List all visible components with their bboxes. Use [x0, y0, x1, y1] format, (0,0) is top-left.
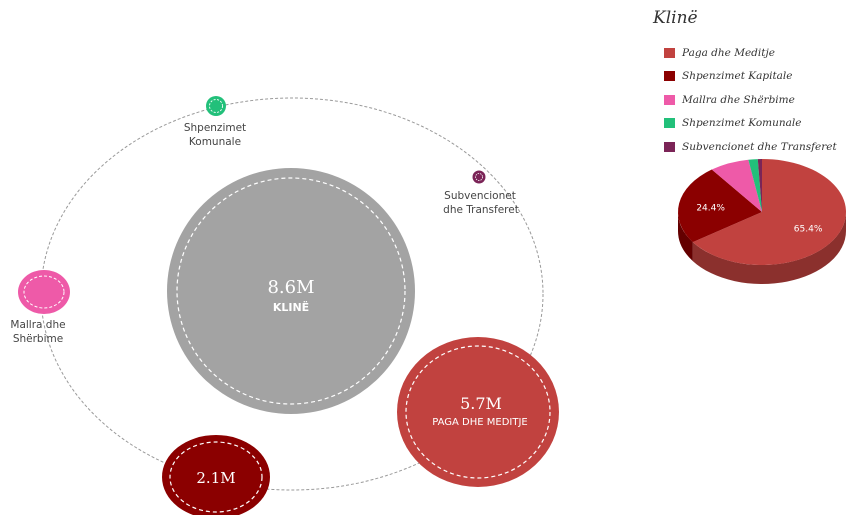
- legend-swatch: [664, 71, 675, 82]
- legend-label: Subvencionet dhe Transferet: [682, 140, 837, 153]
- kapitale-value: 2.1M: [196, 469, 235, 487]
- komunale-outer-label-line2: Komunale: [189, 136, 241, 148]
- pie-slice[interactable]: [711, 159, 762, 212]
- bubble-subvencionet-dhe-transferet[interactable]: [472, 170, 486, 184]
- komunale-outer-label-line1: Shpenzimet: [184, 122, 246, 134]
- legend-label: Shpenzimet Komunale: [682, 117, 802, 130]
- legend-title: Klinë: [653, 8, 698, 28]
- bubble-shpenzimet-komunale[interactable]: [206, 96, 226, 116]
- center-value: 8.6M: [267, 277, 314, 298]
- pie-data-label: 24.4%: [696, 204, 725, 214]
- pie-slice[interactable]: [678, 169, 762, 243]
- pie-slice[interactable]: [757, 159, 762, 212]
- mallra-outer-label-line1: Mallra dhe: [10, 319, 65, 331]
- legend: Paga dhe Meditje Shpenzimet Kapitale Mallr…: [664, 41, 837, 159]
- pie-slice[interactable]: [692, 159, 846, 265]
- bubble-shpenzimet-kapitale[interactable]: 2.1M: [162, 435, 270, 515]
- pie-data-label: 65.4%: [794, 224, 823, 234]
- center-bubble[interactable]: 8.6M KLINË: [167, 168, 415, 414]
- subvencionet-outer-label-line1: Subvencionet: [444, 190, 516, 202]
- bubble-mallra-dhe-sherbime[interactable]: [18, 270, 70, 314]
- legend-label: Paga dhe Meditje: [682, 46, 775, 59]
- pie-chart: 65.4% 24.4%: [678, 159, 846, 284]
- pie-slice[interactable]: [748, 159, 762, 212]
- legend-swatch: [664, 118, 675, 129]
- legend-item[interactable]: Shpenzimet Kapitale: [664, 65, 837, 89]
- mallra-outer-label-line2: Shërbime: [13, 333, 63, 345]
- center-label: KLINË: [273, 300, 309, 314]
- legend-item[interactable]: Subvencionet dhe Transferet: [664, 135, 837, 159]
- pie-slice-side: [678, 212, 693, 262]
- legend-item[interactable]: Paga dhe Meditje: [664, 41, 837, 65]
- paga-label: PAGA DHE MEDITJE: [432, 417, 528, 428]
- legend-swatch: [664, 47, 675, 58]
- legend-swatch: [664, 141, 675, 152]
- legend-label: Mallra dhe Shërbime: [682, 93, 795, 106]
- paga-value: 5.7M: [460, 394, 502, 413]
- bubble-paga-dhe-meditje[interactable]: 5.7M PAGA DHE MEDITJE: [397, 337, 559, 487]
- legend-item[interactable]: Mallra dhe Shërbime: [664, 88, 837, 112]
- pie-slice-side: [692, 212, 846, 284]
- subvencionet-outer-label-line2: dhe Transferet: [443, 204, 519, 216]
- legend-swatch: [664, 94, 675, 105]
- legend-item[interactable]: Shpenzimet Komunale: [664, 112, 837, 136]
- legend-label: Shpenzimet Kapitale: [682, 70, 793, 83]
- orbit-ring: [40, 97, 544, 491]
